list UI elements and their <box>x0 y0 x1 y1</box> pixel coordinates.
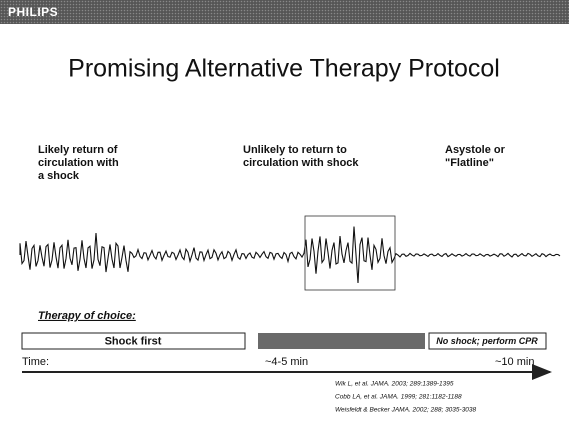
phase-text: a shock <box>38 170 80 182</box>
reference: Weisfeldt & Becker JAMA. 2002; 288; 3035… <box>335 407 477 414</box>
highlight-box <box>304 215 396 291</box>
therapy-bar <box>258 333 425 349</box>
therapy-label: Therapy of choice: <box>38 310 136 322</box>
time-mark: ~4-5 min <box>265 356 308 368</box>
ecg-waveform <box>19 226 561 284</box>
slide-title: Promising Alternative Therapy Protocol <box>68 55 500 83</box>
time-label: Time: <box>22 356 49 368</box>
phase-text: circulation with <box>38 157 119 169</box>
reference: Wik L, et al. JAMA. 2003; 289:1389-1395 <box>335 381 454 388</box>
therapy-text: Shock first <box>105 335 162 347</box>
phase-text: "Flatline" <box>445 157 494 169</box>
therapy-bar <box>21 332 246 350</box>
phase-text: Unlikely to return to <box>243 144 347 156</box>
header-bar <box>0 0 569 24</box>
reference: Cobb LA, et al. JAMA. 1999; 281:1182-118… <box>335 394 462 401</box>
phase-text: circulation with shock <box>243 157 359 169</box>
phase-text: Likely return of <box>38 144 118 156</box>
therapy-bar <box>428 332 547 350</box>
therapy-text: No shock; perform CPR <box>436 336 538 346</box>
brand: PHILIPS <box>8 5 58 19</box>
phase-text: Asystole or <box>445 144 506 156</box>
time-mark: ~10 min <box>495 356 534 368</box>
